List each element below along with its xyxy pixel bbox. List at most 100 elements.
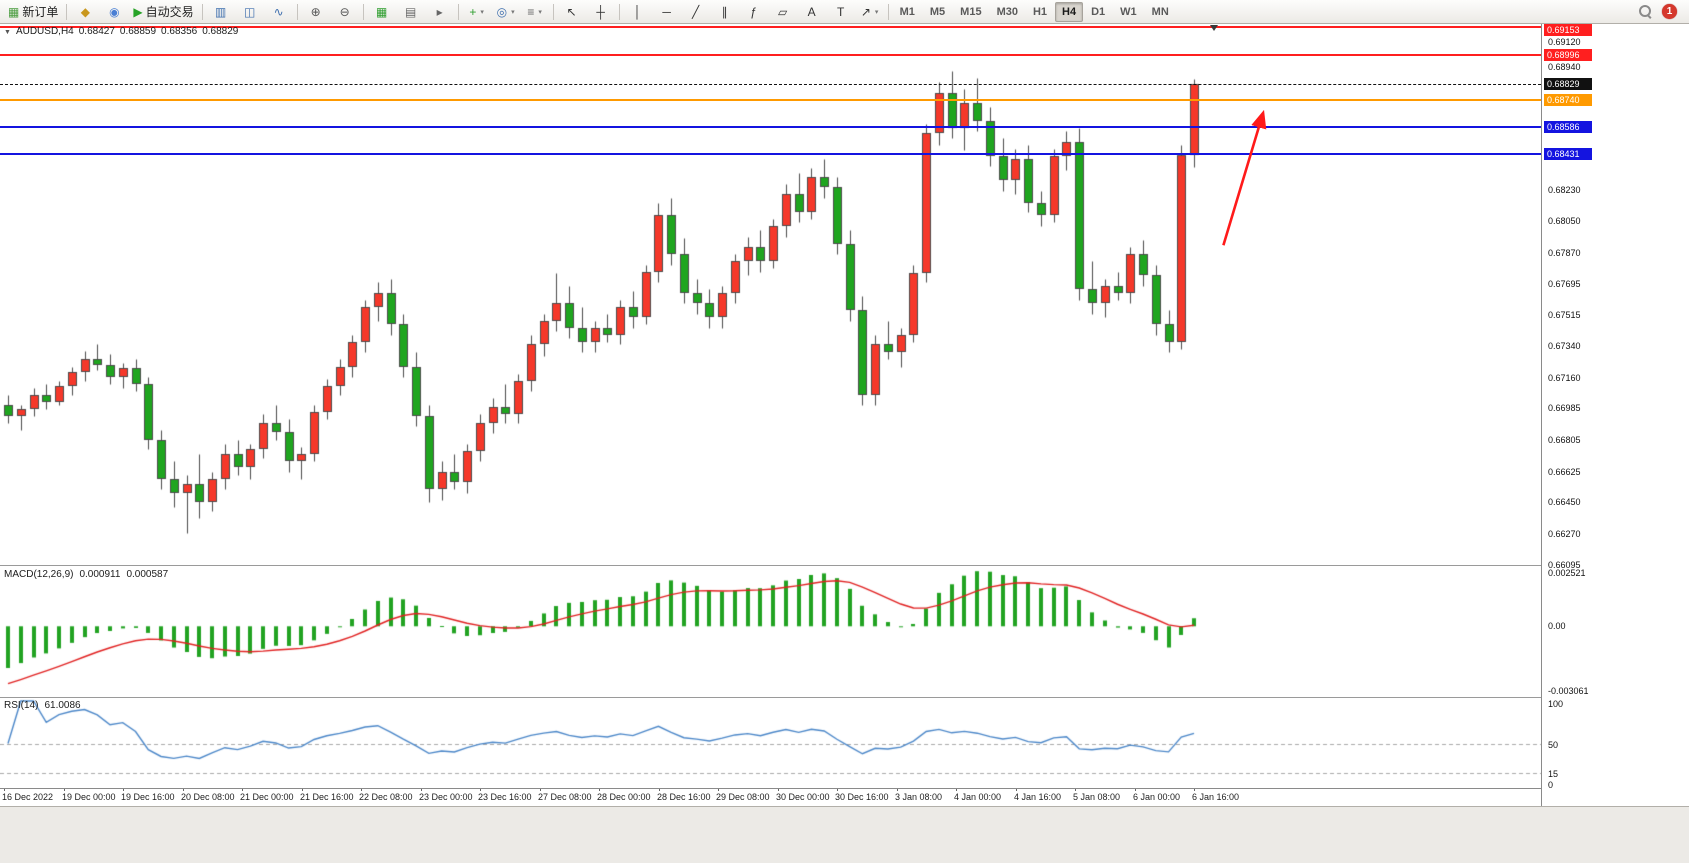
chart-shift-button[interactable]: ▸ (426, 1, 454, 23)
profiles-button[interactable]: ◎ ▾ (492, 1, 520, 23)
rsi-scale-label: 15 (1548, 769, 1559, 779)
bid-price-0.68829[interactable] (0, 84, 1541, 85)
zoom-out-button[interactable]: ⊖ (331, 1, 359, 23)
timeframe-mn[interactable]: MN (1151, 5, 1169, 18)
new-chart-dropdown-icon: ▾ (480, 8, 484, 16)
timeframe-h4[interactable]: H4 (1055, 1, 1084, 22)
rsi-canvas[interactable] (0, 699, 1541, 788)
timeframe-m15[interactable]: M15 (960, 5, 982, 18)
trendline-button[interactable]: ╱ (682, 1, 710, 23)
vertical-line-button[interactable]: │ (624, 1, 652, 23)
search-icon[interactable] (1639, 5, 1652, 18)
horizontal-line-button[interactable]: ─ (653, 1, 681, 23)
price-chart-canvas[interactable] (0, 24, 1541, 565)
time-axis-label: 23 Dec 16:00 (478, 792, 532, 802)
time-axis-tick (480, 788, 481, 791)
macd-canvas[interactable] (0, 567, 1541, 697)
indicators-list-button[interactable]: ≡ ▾ (521, 1, 549, 23)
text-button[interactable]: A (798, 1, 826, 23)
time-axis-label: 20 Dec 08:00 (181, 792, 235, 802)
collapse-triangle-icon[interactable]: ▼ (4, 29, 11, 36)
macd-label: MACD(12,26,9) 0.000911 0.000587 (4, 569, 174, 580)
time-axis-label: 21 Dec 00:00 (240, 792, 294, 802)
toolbar-separator (552, 3, 554, 20)
time-axis-tick (64, 788, 65, 791)
time-axis-label: 3 Jan 08:00 (895, 792, 943, 802)
chart-shift-marker[interactable] (1210, 25, 1218, 31)
crosshair-icon: ┼ (596, 4, 605, 19)
time-axis-tick (1075, 788, 1076, 791)
quote-low: 0.68356 (161, 26, 198, 37)
time-axis[interactable]: 16 Dec 2022 19 Dec 00:00 19 Dec 16:00 20 De… (0, 788, 1541, 806)
bottom-status-area (0, 806, 1689, 863)
price-scale-label: 0.66985 (1548, 403, 1581, 413)
new-order-button[interactable]: ▦ 新订单 (4, 1, 62, 23)
new-chart-button[interactable]: + ▾ (463, 1, 491, 23)
time-axis-line (0, 788, 1689, 789)
timeframe-w1[interactable]: W1 (1120, 5, 1137, 18)
timeframe-m5[interactable]: M5 (929, 5, 946, 18)
candlestick-chart-icon: ◫ (243, 4, 256, 19)
horizontal-line-0.68996[interactable] (0, 54, 1541, 56)
timeframe-m30[interactable]: M30 (996, 5, 1018, 18)
equidistant-channel-button[interactable]: ∥ (711, 1, 739, 23)
time-axis-tick (1016, 788, 1017, 791)
toolbar-separator (296, 3, 298, 20)
bar-chart-button[interactable]: ▥ (207, 1, 235, 23)
arrows-button[interactable]: ↗ ▾ (856, 1, 884, 23)
mql5-market-button[interactable]: ◆ (71, 1, 99, 23)
price-scale-label: 0.67870 (1548, 248, 1581, 258)
vertical-line-icon: │ (633, 4, 642, 19)
autotrading-label: 自动交易 (145, 5, 194, 19)
line-chart-button[interactable]: ∿ (265, 1, 293, 23)
toolbar-separator (457, 3, 459, 20)
fibonacci-button[interactable]: ƒ (740, 1, 768, 23)
macd-scale-label: -0.003061 (1548, 686, 1589, 696)
news-calendar-icon: ◉ (109, 4, 120, 19)
horizontal-line-0.68740[interactable] (0, 99, 1541, 101)
timeframe-d1[interactable]: D1 (1091, 5, 1106, 18)
time-axis-tick (1135, 788, 1136, 791)
timeframe-h1[interactable]: H1 (1032, 5, 1048, 18)
candlestick-chart-button[interactable]: ◫ (236, 1, 264, 23)
cursor-button[interactable]: ↖ (558, 1, 586, 23)
toolbar-separator (66, 3, 68, 20)
new-order-icon: ▦ (8, 4, 20, 19)
zoom-out-icon: ⊖ (339, 4, 350, 19)
rsi-name: RSI(14) (4, 700, 39, 711)
line-chart-icon: ∿ (273, 4, 284, 19)
panel-splitter[interactable] (0, 565, 1689, 566)
time-axis-label: 22 Dec 08:00 (359, 792, 413, 802)
news-calendar-button[interactable]: ◉ (100, 1, 128, 23)
zoom-in-button[interactable]: ⊕ (302, 1, 330, 23)
time-axis-label: 4 Jan 00:00 (954, 792, 1002, 802)
notification-badge[interactable]: 1 (1662, 4, 1677, 19)
tile-windows-button[interactable]: ▦ (368, 1, 396, 23)
crosshair-button[interactable]: ┼ (587, 1, 615, 23)
horizontal-line-0.69153[interactable] (0, 26, 1541, 28)
rsi-value: 61.0086 (44, 700, 81, 711)
rsi-label: RSI(14) 61.0086 (4, 700, 87, 711)
rsi-scale-label: 100 (1548, 699, 1564, 709)
price-scale-label: 0.66805 (1548, 435, 1581, 445)
price-scale-label: 0.68940 (1548, 62, 1581, 72)
rsi-scale-label: 0 (1548, 780, 1554, 790)
autotrading-button[interactable]: ▶ 自动交易 (129, 1, 197, 23)
price-scale[interactable]: 0.69153 0.68996 0.68829 0.68740 0.68586 0.684… (1541, 24, 1689, 806)
timeframe-m1[interactable]: M1 (899, 5, 915, 18)
time-axis-tick (421, 788, 422, 791)
text-label-button[interactable]: T (827, 1, 855, 23)
indicators-list-dropdown-icon: ▾ (538, 8, 542, 16)
arrows-dropdown-icon: ▾ (874, 8, 879, 16)
panel-splitter[interactable] (0, 697, 1689, 698)
price-scale-label: 0.66270 (1548, 529, 1581, 539)
price-scale-label: 0.67515 (1548, 310, 1581, 320)
auto-arrange-button[interactable]: ▤ (397, 1, 425, 23)
horizontal-line-0.68586[interactable] (0, 126, 1541, 128)
time-axis-tick (242, 788, 243, 791)
shapes-button[interactable]: ▱ (769, 1, 797, 23)
horizontal-line-icon: ─ (662, 4, 671, 19)
trendline-icon: ╱ (691, 4, 700, 19)
time-axis-tick (302, 788, 303, 791)
horizontal-line-0.68431[interactable] (0, 153, 1541, 155)
